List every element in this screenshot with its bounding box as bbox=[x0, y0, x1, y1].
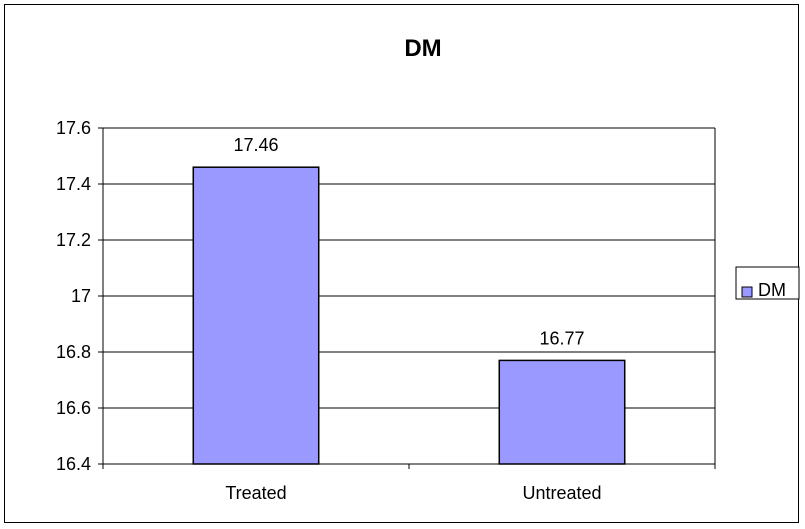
chart-area bbox=[4, 4, 799, 523]
y-tick-label: 16.8 bbox=[56, 342, 91, 362]
bars bbox=[192, 166, 626, 465]
chart-title: DM bbox=[404, 35, 441, 62]
y-tick-label: 17.6 bbox=[56, 118, 91, 138]
bar-untreated bbox=[498, 359, 626, 465]
y-tick-label: 17.4 bbox=[56, 174, 91, 194]
y-axis: 16.4 16.6 16.8 17 17.2 17.4 17.6 bbox=[56, 118, 91, 474]
legend: DM bbox=[735, 266, 800, 300]
y-tick-label: 17 bbox=[71, 286, 91, 306]
x-category-label: Treated bbox=[225, 483, 286, 503]
legend-label: DM bbox=[758, 280, 786, 300]
data-label: 17.46 bbox=[233, 135, 278, 155]
y-tick-label: 17.2 bbox=[56, 230, 91, 250]
y-tick-label: 16.6 bbox=[56, 398, 91, 418]
y-tick-label: 16.4 bbox=[56, 454, 91, 474]
x-axis: Treated Untreated bbox=[225, 483, 601, 503]
bar-treated bbox=[192, 166, 320, 465]
x-category-label: Untreated bbox=[522, 483, 601, 503]
legend-swatch bbox=[741, 286, 753, 298]
data-labels: 17.46 16.77 bbox=[233, 135, 584, 348]
data-label: 16.77 bbox=[539, 328, 584, 348]
